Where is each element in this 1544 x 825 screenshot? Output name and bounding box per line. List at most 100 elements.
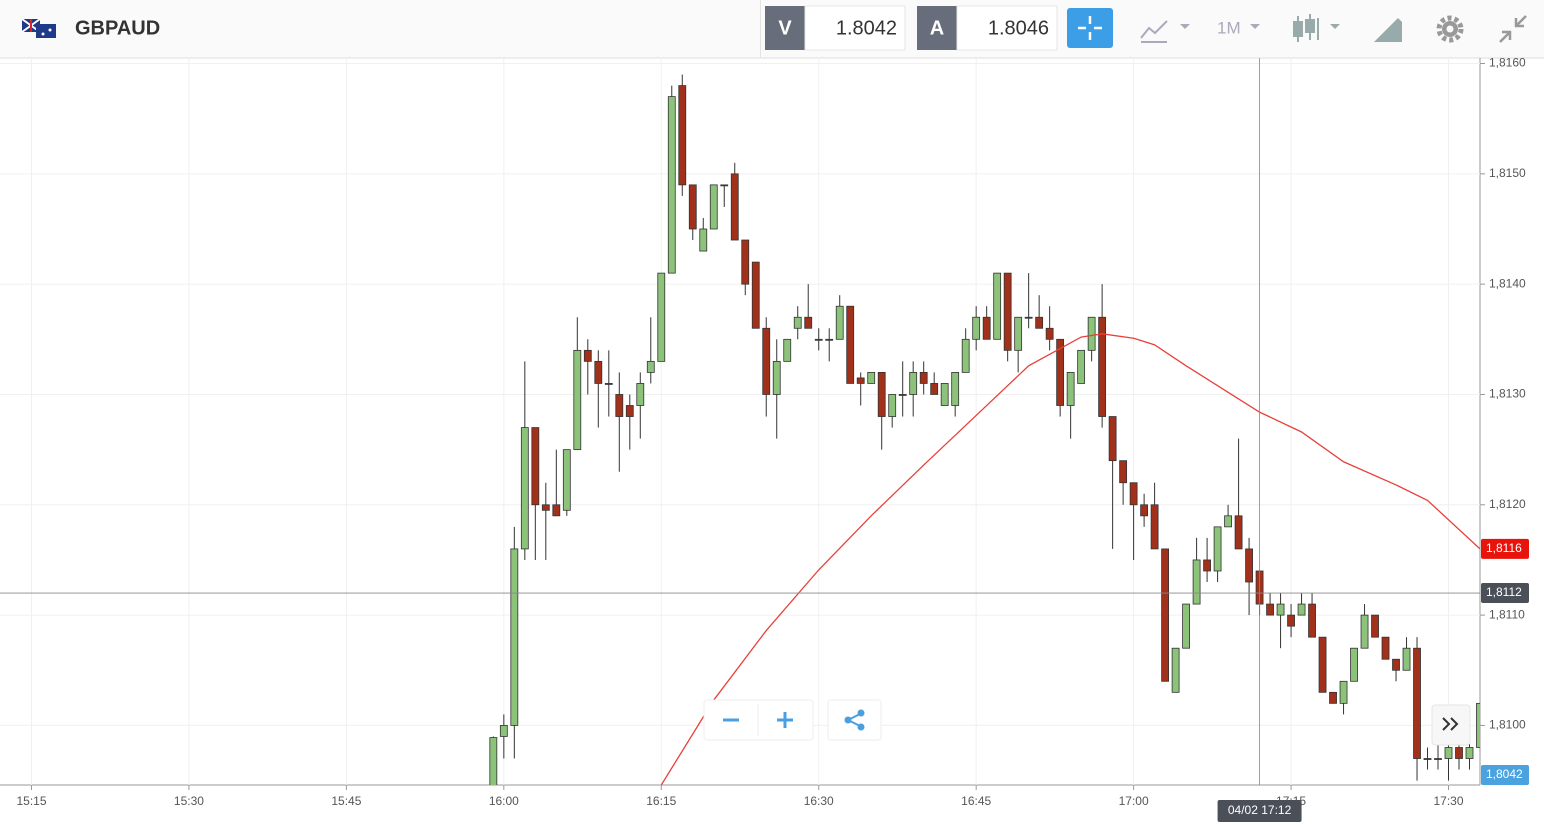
candle-body [1423,758,1432,760]
x-tick-label: 15:15 [16,794,46,808]
candle-body [604,383,613,385]
indicator-button[interactable] [1140,20,1190,43]
x-tick-label: 16:15 [646,794,676,808]
candle-body [856,377,865,384]
candle-body [867,372,876,384]
x-tick-label: 17:30 [1433,794,1463,808]
candle-body [1381,636,1390,660]
candle-body [541,504,550,511]
y-tick-label: 1,8120 [1489,497,1526,511]
moving-average-line [660,333,1480,785]
price-tag [1481,538,1529,559]
x-tick-label: 16:00 [489,794,519,808]
crosshair-time-tag [1217,800,1302,822]
x-tick-label: 15:30 [174,794,204,808]
candle-body [1350,647,1358,682]
candle-body [898,394,907,396]
x-tick-label: 15:45 [331,794,361,808]
candle-body [793,316,802,329]
zoom-controls [703,699,814,741]
candle-body [804,316,813,329]
candle-body [835,305,844,340]
crosshair-time-label: 04/02 17:12 [1228,803,1292,817]
candle-body [1413,647,1421,759]
candle-body [1045,327,1054,340]
candle-body [888,394,897,417]
bid-box [804,5,906,51]
candle-body [783,338,792,362]
candle-body [583,349,592,362]
candle-body [1245,548,1253,583]
timeframe-caret [1250,24,1260,29]
candle-body [982,316,991,340]
candle-body [688,184,697,230]
y-tick-label: 1,8110 [1489,607,1525,621]
candle-body [625,405,634,417]
candle-body [1119,460,1128,484]
candle-body [730,173,739,241]
candle-body [930,383,939,395]
candle-body [499,725,508,737]
candle-body [1476,702,1480,748]
y-tick-label: 1,8160 [1489,56,1526,70]
y-tick-label: 1,8130 [1489,387,1526,401]
timeframe[interactable]: 1M [1217,18,1241,37]
candle-body [1150,504,1159,550]
grid [0,58,1480,785]
ask-label: A [930,17,944,39]
x-tick-label: 17:00 [1119,794,1149,808]
candle-body [1014,316,1023,351]
candle-body [1339,680,1348,704]
ask-box [956,5,1058,51]
price-tag [1481,765,1529,785]
bid-badge[interactable] [765,6,805,50]
price-tag-label: 1,8112 [1486,585,1522,599]
candle-body [531,427,540,506]
bid-value: 1.8042 [836,17,897,39]
candle-body [1444,747,1453,759]
settings-button[interactable] [1436,15,1464,43]
x-tick-label: 16:45 [961,794,991,808]
candle-body [846,305,855,384]
scroll-right-button[interactable] [1431,704,1471,746]
candle-body [573,349,582,451]
candle-body [520,427,529,550]
candle-body [636,383,645,406]
candle-body [552,504,561,517]
candle-body [993,272,1002,340]
candle-body [1035,316,1044,329]
bid-label: V [778,17,792,39]
candle-body [1287,614,1295,627]
crosshair-button[interactable] [1067,8,1113,48]
flag [21,18,56,38]
candle-body [1360,614,1369,649]
candle-body [741,239,750,285]
draw-button[interactable] [1374,18,1402,42]
candle-body [951,372,960,406]
candle-body [1192,559,1201,605]
collapse-button[interactable] [1499,15,1527,43]
ask-badge[interactable] [917,6,957,50]
candle-body [657,272,666,362]
candle-body [1371,614,1379,638]
candle-body [720,184,729,187]
candle-body [961,338,970,373]
candle-body [1129,482,1138,506]
zoom-in[interactable] [777,712,793,728]
candle-body [825,338,834,341]
candle-body [1308,603,1316,638]
candle-body [615,394,624,417]
candle-body [646,360,655,373]
candle-body [909,372,918,395]
chart-type-button[interactable] [1293,14,1340,42]
candle-body [1171,647,1180,693]
candle-body [510,548,519,726]
share-button[interactable] [827,699,882,741]
candle-body [489,737,498,785]
candle-body [1297,603,1306,616]
candle-body [1087,316,1096,351]
candle-body [1434,758,1442,760]
y-tick-label: 1,8100 [1489,718,1526,732]
candle-body [1266,603,1274,616]
candle-body [1003,272,1012,351]
